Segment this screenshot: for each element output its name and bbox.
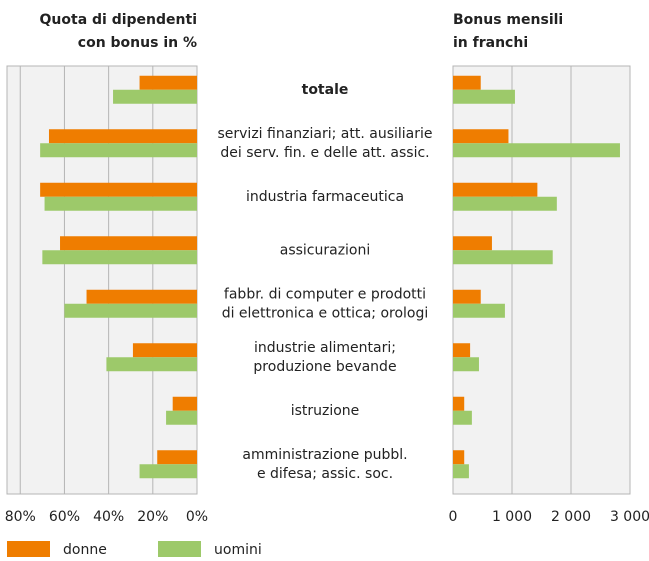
bar (453, 464, 469, 479)
bar (139, 75, 197, 90)
bar (453, 143, 620, 158)
bar (48, 129, 197, 144)
bar (453, 396, 465, 411)
x-tick-label: 20% (137, 509, 168, 525)
bar (453, 89, 515, 104)
bar (453, 236, 492, 251)
x-tick-label: 2 000 (551, 509, 591, 525)
bar (157, 450, 197, 465)
bar (453, 450, 465, 465)
category-label: produzione bevande (253, 359, 396, 375)
x-tick-label: 0% (186, 509, 208, 525)
x-tick-label: 0 (449, 509, 458, 525)
legend-label: uomini (214, 542, 262, 558)
bar (40, 182, 198, 197)
category-label: istruzione (291, 403, 360, 419)
bar (113, 89, 197, 104)
bar (40, 143, 198, 158)
x-tick-label: 80% (5, 509, 36, 525)
bar (64, 303, 197, 318)
panel-title: in franchi (453, 35, 528, 51)
bar (172, 396, 197, 411)
bar (453, 182, 538, 197)
category-label: dei serv. fin. e delle att. assic. (220, 145, 429, 161)
bar (453, 303, 505, 318)
category-label: industria farmaceutica (246, 189, 404, 205)
bar (139, 464, 197, 479)
category-label: amministrazione pubbl. (242, 447, 407, 463)
x-tick-label: 40% (93, 509, 124, 525)
bar (60, 236, 197, 251)
category-label: fabbr. di computer e prodotti (224, 286, 426, 302)
x-tick-label: 3 000 (610, 509, 649, 525)
bar (453, 410, 472, 425)
legend-label: donne (63, 542, 107, 558)
bar (166, 410, 197, 425)
category-label: assicurazioni (280, 242, 371, 258)
legend-swatch (7, 541, 50, 557)
bar (42, 250, 197, 265)
bar (132, 343, 197, 358)
bar (453, 357, 479, 372)
category-label: totale (302, 82, 349, 98)
category-label: servizi finanziari; att. ausiliarie (217, 126, 432, 142)
legend-swatch (158, 541, 201, 557)
bar (453, 75, 481, 90)
bar (106, 357, 197, 372)
panel-title: con bonus in % (78, 35, 197, 51)
category-label: di elettronica e ottica; orologi (222, 305, 429, 321)
x-tick-label: 60% (49, 509, 80, 525)
bar (453, 129, 509, 144)
panel-title: Quota di dipendenti (40, 12, 197, 28)
category-label: industrie alimentari; (254, 340, 396, 356)
bar (453, 196, 557, 211)
panel-title: Bonus mensili (453, 12, 563, 28)
category-label: e difesa; assic. soc. (257, 466, 393, 482)
bar (453, 289, 481, 304)
bar (44, 196, 198, 211)
bar (86, 289, 197, 304)
bar (453, 343, 471, 358)
x-tick-label: 1 000 (492, 509, 532, 525)
bar (453, 250, 553, 265)
